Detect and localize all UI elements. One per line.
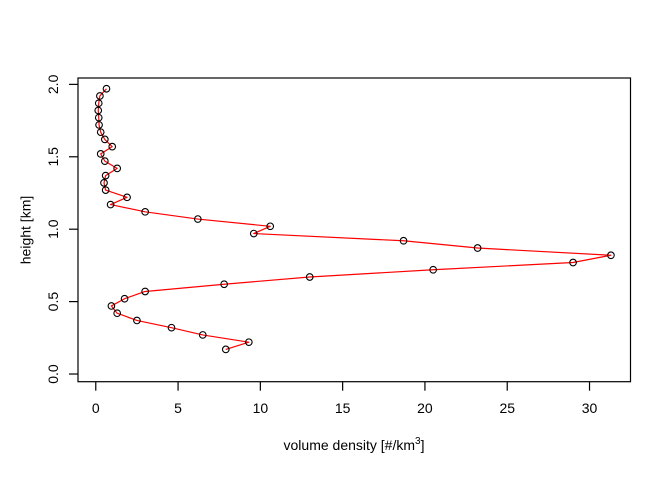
y-tick-label: 1.0 [45, 219, 61, 239]
data-point-marker [198, 331, 207, 339]
data-point-marker [249, 229, 258, 238]
data-point-marker [100, 157, 109, 165]
x-tick-label: 0 [92, 400, 100, 416]
y-tick-label: 0.5 [45, 292, 61, 312]
data-point-marker [96, 150, 105, 158]
data-point-marker [100, 135, 109, 144]
data-series-layer [94, 84, 615, 354]
data-point-marker [399, 236, 408, 245]
data-point-marker [473, 244, 482, 252]
data-point-marker [96, 128, 105, 137]
axes-layer: 0 5 10 15 20 25 30 0.0 0.5 1.0 1.5 2.0 [45, 74, 632, 416]
y-tick-label: 1.5 [45, 147, 61, 167]
data-point-marker [108, 142, 117, 151]
plot-border [77, 77, 632, 383]
data-point-marker [94, 99, 103, 108]
data-point-marker [266, 222, 275, 231]
data-point-marker [94, 106, 103, 115]
data-point-marker [123, 193, 131, 202]
data-point-marker [569, 258, 577, 267]
data-point-marker [221, 345, 230, 354]
x-axis-label: volume density [#/km3] [284, 436, 425, 453]
y-tick-label: 0.0 [45, 364, 61, 384]
data-point-marker [107, 302, 116, 310]
data-point-marker [193, 215, 202, 223]
data-point-marker [94, 113, 103, 122]
x-tick-label: 20 [417, 400, 433, 416]
y-tick-label: 2.0 [45, 74, 61, 94]
data-point-marker [133, 316, 141, 325]
data-point-marker [96, 92, 104, 100]
data-point-marker [244, 338, 253, 347]
x-tick-label: 5 [174, 400, 182, 416]
y-axis-label: height [km] [18, 196, 34, 264]
data-point-marker [106, 200, 115, 209]
x-tick-label: 30 [582, 400, 598, 416]
data-point-marker [141, 287, 149, 296]
data-point-marker [220, 280, 228, 289]
data-point-marker [100, 179, 108, 187]
data-point-marker [102, 84, 111, 93]
data-point-marker [101, 186, 110, 194]
data-point-marker [305, 273, 314, 281]
data-point-marker [141, 207, 149, 216]
data-point-marker [429, 265, 438, 274]
data-point-marker [120, 294, 129, 303]
data-point-marker [113, 309, 122, 318]
data-point-marker [607, 251, 615, 260]
x-tick-label: 25 [499, 400, 515, 416]
series-line [97, 88, 612, 350]
data-point-marker [113, 164, 122, 173]
x-tick-label: 15 [335, 400, 351, 416]
data-point-marker [101, 171, 110, 180]
x-axis-label-superscript: 3 [415, 436, 421, 447]
data-point-marker [167, 323, 176, 332]
x-tick-label: 10 [253, 400, 269, 416]
data-point-marker [95, 121, 103, 129]
